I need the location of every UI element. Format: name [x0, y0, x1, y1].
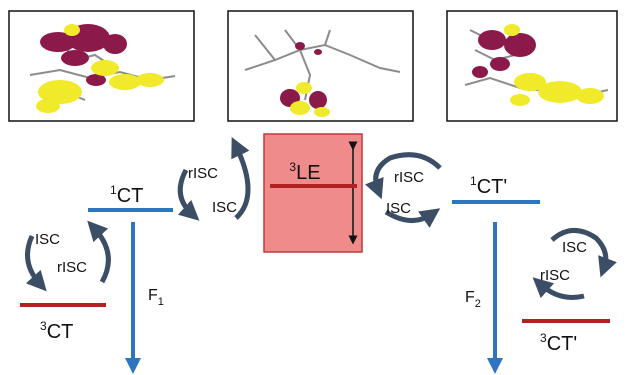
orbital-panel-left: [8, 10, 195, 122]
isc-cycle-left-lower: [25, 220, 111, 292]
ct1-right-label: 1CT': [470, 174, 507, 198]
le-state-label: 3LE: [289, 160, 320, 184]
isc-label-left-upper: ISC: [212, 199, 237, 216]
orbital-panel-right: [446, 10, 618, 122]
isc-label-right-upper: ISC: [386, 200, 411, 217]
risc-label-right-lower: rISC: [540, 267, 570, 284]
risc-label-left-lower: rISC: [57, 259, 87, 276]
ct3-left-label: 3CT: [40, 319, 73, 343]
homo-lobes-right: [472, 30, 536, 78]
ct1-left-label: 1CT: [110, 183, 143, 207]
homo-lobes-left: [40, 24, 127, 86]
isc-label-right-lower: ISC: [562, 239, 587, 256]
f1-label: F1: [148, 287, 164, 308]
risc-label-left-upper: rISC: [188, 165, 218, 182]
lumo-lobes-left: [36, 24, 164, 113]
molecule-structure-center: [244, 29, 401, 101]
ct3-right-label: 3CT': [540, 331, 577, 355]
risc-label-right-upper: rISC: [394, 169, 424, 186]
f2-label: F2: [465, 289, 481, 310]
lumo-lobes-right: [504, 24, 604, 106]
orbital-lobes-center: [280, 42, 330, 117]
le-state-box: 3LE: [263, 133, 363, 253]
isc-label-left-lower: ISC: [35, 231, 60, 248]
isc-cycle-right-lower: [532, 228, 617, 300]
isc-cycle-left-upper: [177, 136, 251, 221]
isc-cycle-right-upper: [365, 152, 442, 228]
orbital-panel-center: [227, 10, 414, 122]
